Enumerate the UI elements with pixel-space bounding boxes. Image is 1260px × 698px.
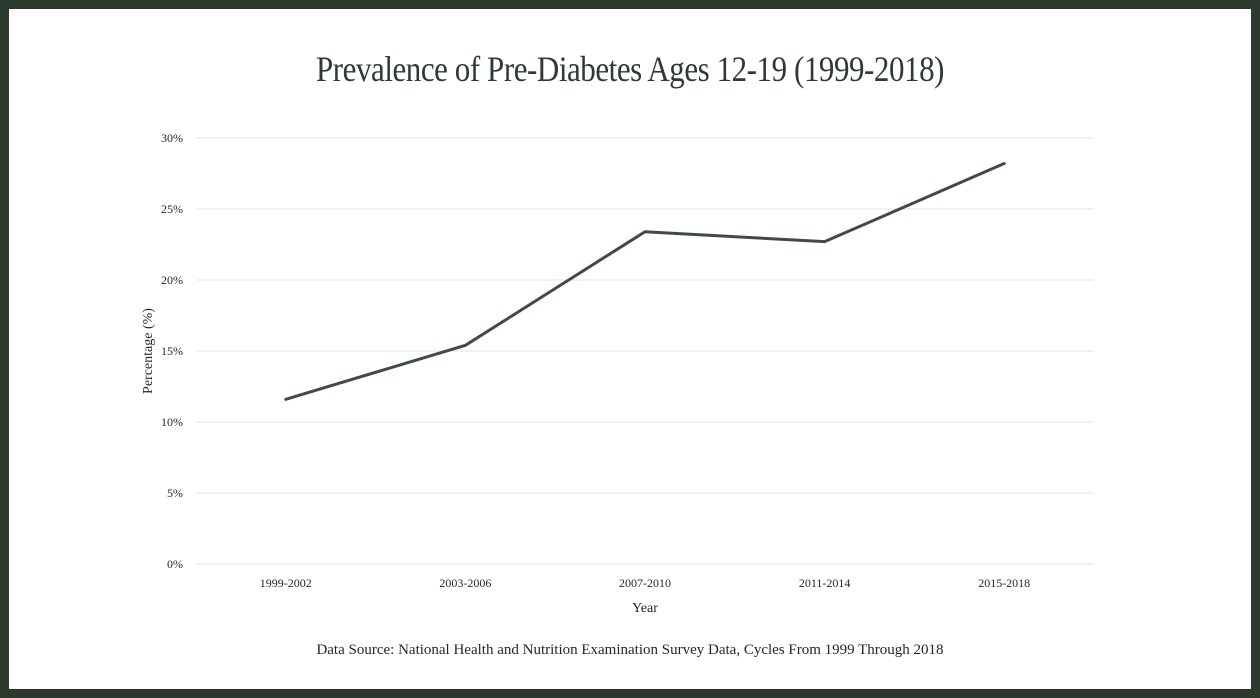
x-tick-label: 1999-2002 [260, 576, 312, 590]
x-tick-labels: 1999-2002 2003-2006 2007-2010 2011-2014 2015… [260, 576, 1030, 590]
y-axis-label: Percentage (%) [141, 308, 156, 394]
y-tick-label: 10% [161, 415, 183, 429]
y-tick-labels: 0% 5% 10% 15% 20% 25% 30% [161, 131, 183, 571]
grid-lines [196, 137, 1094, 565]
x-tick-label: 2015-2018 [978, 576, 1030, 590]
x-tick-label: 2003-2006 [439, 576, 491, 590]
x-tick-label: 2011-2014 [799, 576, 851, 590]
series-line [284, 162, 1006, 401]
chart-title: Prevalence of Pre-Diabetes Ages 12-19 (1… [315, 49, 945, 89]
series-layer [284, 162, 1006, 401]
y-tick-label: 15% [161, 344, 183, 358]
y-tick-label: 0% [167, 557, 183, 571]
y-tick-label: 5% [167, 486, 183, 500]
data-source-note: Data Source: National Health and Nutriti… [316, 642, 944, 658]
y-tick-label: 30% [161, 131, 183, 145]
x-tick-label: 2007-2010 [619, 576, 671, 590]
y-tick-label: 20% [161, 273, 183, 287]
y-tick-label: 25% [161, 202, 183, 216]
x-axis-label: Year [632, 601, 658, 616]
